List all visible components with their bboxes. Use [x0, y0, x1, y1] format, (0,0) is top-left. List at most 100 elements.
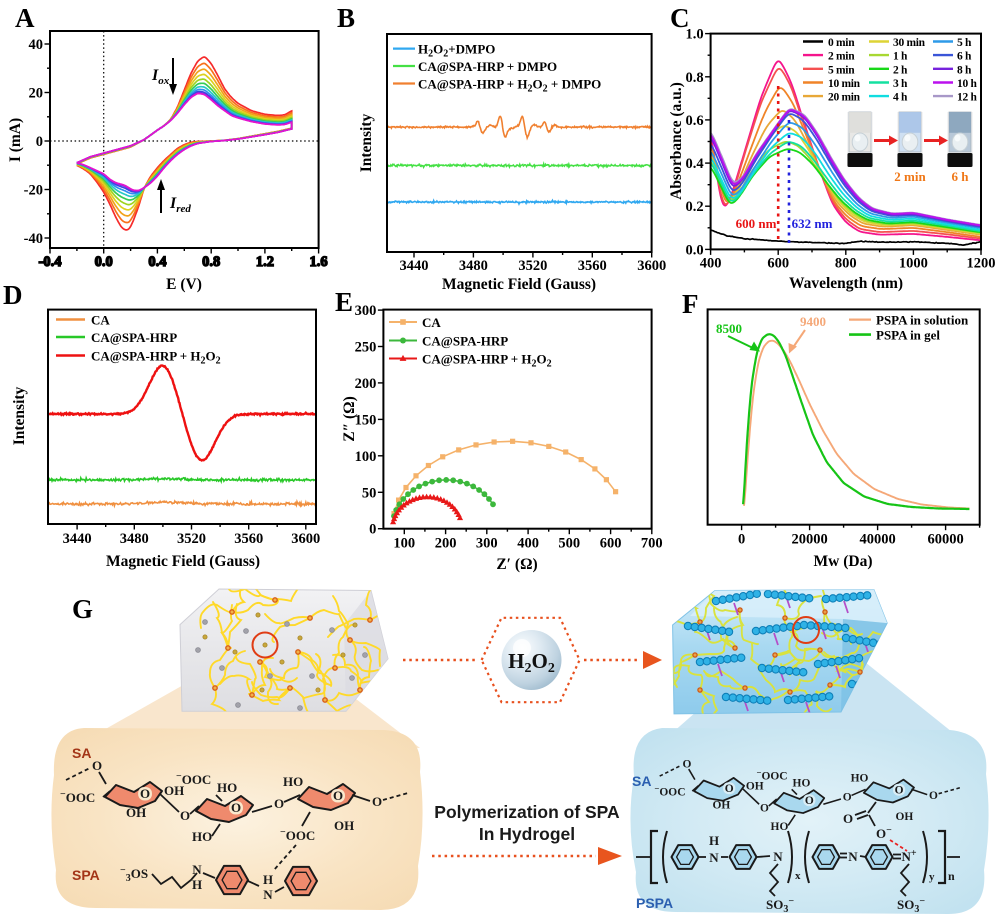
svg-text:-20: -20	[24, 183, 43, 199]
svg-text:400: 400	[517, 536, 539, 552]
svg-text:O: O	[760, 802, 769, 814]
svg-text:Magnetic Field (Gauss): Magnetic Field (Gauss)	[106, 553, 260, 570]
svg-text:O: O	[333, 788, 343, 803]
svg-text:0.8: 0.8	[685, 70, 703, 86]
svg-text:9400: 9400	[800, 314, 826, 329]
svg-text:600: 600	[767, 255, 789, 271]
svg-text:8500: 8500	[716, 321, 742, 336]
svg-text:H: H	[263, 872, 273, 887]
svg-text:N: N	[773, 849, 783, 864]
svg-text:H: H	[709, 833, 719, 848]
svg-text:3440: 3440	[63, 531, 92, 547]
svg-text:OH: OH	[896, 811, 914, 823]
svg-text:−OOC: −OOC	[654, 783, 685, 798]
svg-text:O: O	[372, 794, 382, 809]
svg-text:In Hydrogel: In Hydrogel	[479, 824, 575, 844]
svg-text:0.2: 0.2	[685, 199, 703, 215]
svg-text:O: O	[843, 811, 853, 826]
svg-text:4 h: 4 h	[893, 92, 908, 104]
svg-text:-0.4: -0.4	[39, 254, 62, 270]
svg-text:Mw (Da): Mw (Da)	[814, 553, 873, 570]
svg-text:PSPA: PSPA	[636, 895, 673, 911]
svg-text:600: 600	[600, 536, 622, 552]
svg-text:12 h: 12 h	[957, 92, 977, 104]
svg-text:20 min: 20 min	[828, 92, 861, 104]
svg-text:O: O	[274, 796, 284, 811]
svg-text:600 nm: 600 nm	[736, 216, 777, 231]
svg-text:SA: SA	[72, 745, 91, 761]
svg-text:500: 500	[558, 536, 580, 552]
svg-text:CA@SPA-HRP + DMPO: CA@SPA-HRP + DMPO	[418, 59, 557, 74]
svg-text:OH: OH	[746, 780, 764, 792]
svg-text:PSPA in solution: PSPA in solution	[876, 313, 969, 328]
svg-text:A: A	[15, 3, 35, 33]
svg-text:300: 300	[355, 303, 377, 319]
svg-text:Magnetic Field (Gauss): Magnetic Field (Gauss)	[442, 276, 596, 293]
svg-text:Ired: Ired	[169, 195, 191, 215]
svg-text:CA@SPA-HRP: CA@SPA-HRP	[422, 334, 508, 349]
svg-text:N: N	[848, 849, 858, 864]
svg-text:HO: HO	[793, 778, 811, 790]
svg-text:5 h: 5 h	[957, 37, 972, 49]
svg-text:H2O2: H2O2	[508, 649, 555, 676]
svg-text:O: O	[231, 800, 241, 815]
svg-text:Iox: Iox	[151, 67, 170, 87]
svg-text:3480: 3480	[120, 531, 149, 547]
svg-text:0: 0	[369, 522, 376, 538]
svg-text:1200: 1200	[967, 255, 996, 271]
svg-text:CA@SPA-HRP: CA@SPA-HRP	[91, 330, 177, 345]
svg-text:1.0: 1.0	[685, 27, 703, 43]
svg-text:200: 200	[355, 376, 377, 392]
svg-text:F: F	[682, 289, 699, 319]
svg-text:−OOC: −OOC	[280, 827, 315, 843]
svg-text:OH: OH	[126, 805, 146, 820]
svg-text:40: 40	[29, 37, 44, 53]
svg-text:O: O	[929, 790, 938, 802]
svg-text:3440: 3440	[400, 258, 429, 274]
svg-text:E: E	[335, 287, 353, 317]
svg-text:Z″ (Ω): Z″ (Ω)	[341, 396, 358, 442]
svg-text:O: O	[140, 786, 150, 801]
svg-text:3520: 3520	[518, 258, 547, 274]
svg-text:2 min: 2 min	[894, 169, 926, 184]
svg-text:200: 200	[435, 536, 457, 552]
svg-text:2 h: 2 h	[893, 64, 908, 76]
svg-text:O: O	[683, 758, 692, 770]
svg-text:N: N	[263, 887, 273, 902]
svg-text:3480: 3480	[459, 258, 488, 274]
svg-text:0.0: 0.0	[685, 242, 703, 258]
svg-text:B: B	[337, 3, 355, 33]
svg-text:CA@SPA-HRP + H2O2: CA@SPA-HRP + H2O2	[91, 349, 221, 367]
svg-text:3600: 3600	[637, 258, 666, 274]
svg-text:Wavelength (nm): Wavelength (nm)	[789, 275, 903, 292]
svg-text:5 min: 5 min	[828, 64, 855, 76]
svg-text:30 min: 30 min	[893, 37, 926, 49]
svg-text:50: 50	[362, 485, 377, 501]
svg-text:Z′ (Ω): Z′ (Ω)	[496, 556, 537, 573]
svg-text:CA: CA	[91, 313, 110, 328]
svg-text:Absorbance (a.u.): Absorbance (a.u.)	[668, 82, 685, 200]
svg-text:632 nm: 632 nm	[792, 216, 833, 231]
svg-text:SPA: SPA	[72, 867, 100, 883]
svg-text:0: 0	[36, 134, 43, 150]
svg-text:250: 250	[355, 340, 377, 356]
svg-text:6 h: 6 h	[952, 169, 970, 184]
svg-text:N: N	[709, 850, 719, 865]
svg-text:O: O	[180, 808, 190, 823]
svg-text:10 h: 10 h	[957, 78, 977, 90]
svg-text:300: 300	[476, 536, 498, 552]
svg-text:HO: HO	[192, 829, 212, 844]
svg-text:20: 20	[29, 86, 44, 102]
svg-text:OH: OH	[712, 800, 730, 812]
svg-text:60000: 60000	[927, 532, 963, 548]
svg-text:O: O	[843, 792, 852, 804]
svg-text:H2O2+DMPO: H2O2+DMPO	[418, 42, 495, 60]
svg-text:Intensity: Intensity	[358, 113, 375, 172]
svg-text:x: x	[795, 870, 801, 882]
svg-text:O: O	[725, 783, 734, 795]
svg-text:G: G	[72, 594, 93, 624]
svg-text:0.4: 0.4	[148, 254, 166, 270]
svg-text:H: H	[192, 877, 202, 892]
svg-text:I (mA): I (mA)	[7, 118, 24, 162]
svg-text:HO: HO	[283, 774, 303, 789]
